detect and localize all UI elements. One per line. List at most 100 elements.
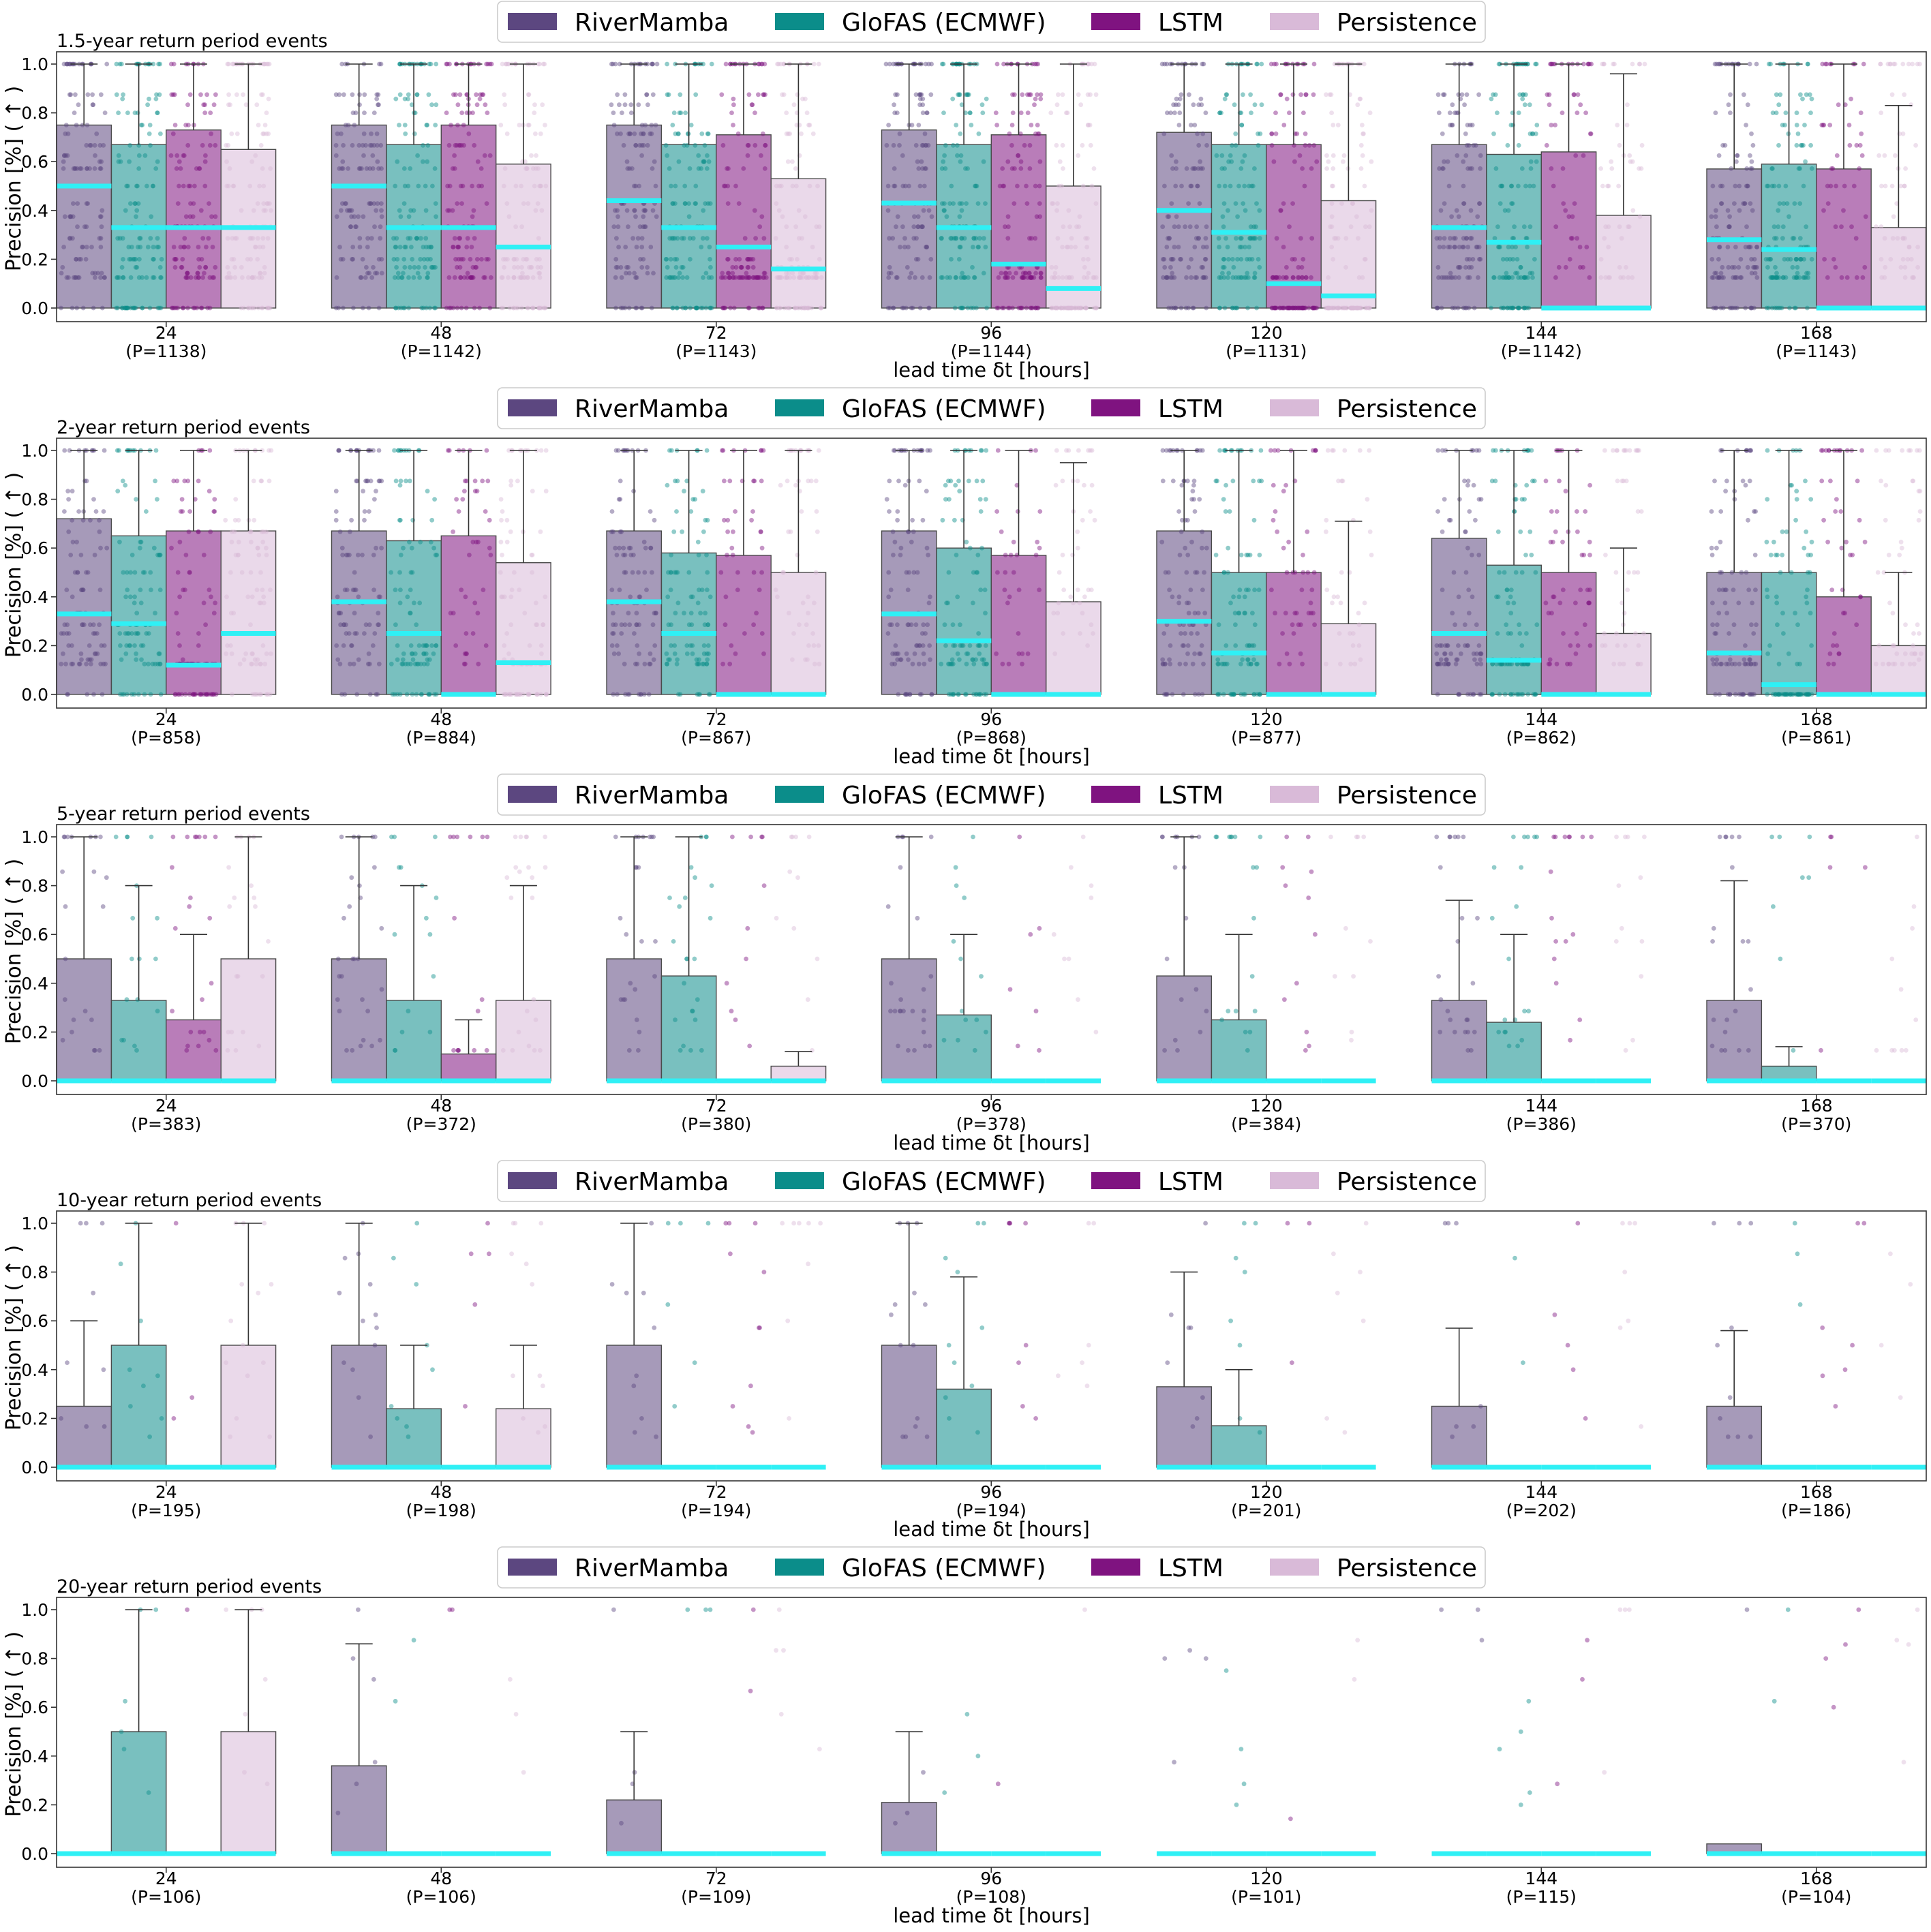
scatter-point	[261, 201, 267, 206]
scatter-point	[736, 201, 742, 206]
scatter-point	[196, 275, 201, 280]
scatter-point	[1251, 275, 1257, 280]
scatter-point	[1520, 96, 1525, 102]
scatter-point	[756, 92, 761, 97]
scatter-point	[1035, 131, 1041, 136]
scatter-point	[635, 643, 640, 648]
scatter-point	[909, 622, 914, 628]
scatter-point	[634, 611, 639, 616]
scatter-point	[1851, 183, 1857, 189]
scatter-point	[722, 305, 727, 311]
scatter-point	[1343, 264, 1348, 270]
scatter-point	[537, 183, 542, 189]
scatter-point	[185, 245, 191, 249]
scatter-point	[1022, 275, 1027, 280]
scatter-point	[959, 208, 964, 213]
scatter-point	[1828, 183, 1834, 189]
scatter-point	[1065, 110, 1070, 116]
scatter-point	[704, 587, 710, 592]
scatter-point	[1314, 159, 1320, 164]
scatter-point	[360, 257, 365, 262]
scatter-point	[911, 529, 916, 534]
scatter-point	[906, 529, 911, 534]
scatter-point	[633, 142, 638, 148]
scatter-point	[1066, 208, 1071, 213]
scatter-point	[101, 142, 106, 148]
scatter-point	[171, 61, 177, 67]
scatter-point	[1721, 305, 1726, 311]
scatter-point	[668, 257, 673, 262]
scatter-point	[362, 509, 367, 514]
scatter-point	[340, 166, 346, 171]
scatter-point	[750, 102, 755, 108]
scatter-point	[506, 61, 511, 67]
scatter-point	[1281, 201, 1286, 206]
scatter-point	[92, 166, 97, 171]
scatter-point	[376, 166, 381, 171]
scatter-point	[1054, 142, 1059, 148]
scatter-point	[784, 224, 789, 230]
scatter-point	[895, 92, 900, 97]
scatter-point	[1820, 61, 1825, 67]
scatter-point	[401, 166, 407, 171]
scatter-point	[1527, 102, 1532, 108]
scatter-point	[421, 142, 425, 148]
scatter-point	[472, 478, 478, 484]
scatter-point	[203, 264, 208, 270]
scatter-point	[65, 61, 70, 67]
scatter-point	[696, 553, 701, 557]
scatter-point	[962, 236, 967, 241]
scatter-point	[1794, 142, 1799, 148]
scatter-point	[370, 153, 376, 158]
bar-persistence	[496, 164, 551, 309]
scatter-point	[145, 102, 151, 108]
scatter-point	[267, 692, 273, 697]
scatter-point	[1496, 245, 1502, 249]
scatter-point	[447, 183, 453, 189]
scatter-point	[140, 123, 145, 127]
scatter-point	[1461, 159, 1466, 164]
scatter-point	[719, 92, 725, 97]
scatter-point	[488, 275, 493, 280]
scatter-point	[519, 264, 524, 270]
scatter-point	[1879, 224, 1884, 230]
scatter-point	[84, 201, 89, 206]
scatter-point	[91, 305, 96, 311]
scatter-point	[433, 264, 438, 270]
scatter-point	[609, 529, 614, 534]
scatter-point	[185, 271, 189, 276]
scatter-point	[67, 61, 72, 67]
scatter-point	[127, 142, 133, 148]
scatter-point	[151, 257, 156, 262]
scatter-point	[87, 166, 93, 171]
scatter-point	[615, 643, 620, 648]
scatter-point	[810, 631, 815, 636]
scatter-point	[763, 92, 767, 97]
scatter-point	[624, 264, 629, 270]
scatter-point	[778, 61, 783, 67]
scatter-point	[635, 236, 641, 241]
scatter-point	[417, 275, 422, 280]
scatter-point	[1770, 166, 1775, 171]
scatter-point	[672, 257, 678, 262]
scatter-point	[926, 600, 932, 606]
x-tick-label: 120	[1250, 323, 1283, 343]
scatter-point	[1024, 183, 1029, 189]
scatter-point	[226, 61, 231, 67]
scatter-point	[401, 305, 406, 311]
scatter-point	[1532, 257, 1537, 262]
scatter-point	[226, 92, 231, 97]
scatter-point	[1176, 245, 1181, 249]
scatter-point	[175, 201, 181, 206]
scatter-point	[1012, 166, 1017, 171]
scatter-point	[807, 123, 812, 127]
scatter-point	[941, 208, 947, 213]
scatter-point	[817, 257, 822, 262]
scatter-point	[1795, 131, 1801, 136]
scatter-point	[1222, 96, 1228, 102]
scatter-point	[804, 275, 809, 280]
scatter-point	[90, 271, 95, 276]
scatter-point	[892, 651, 898, 656]
scatter-point	[267, 305, 271, 311]
scatter-point	[703, 517, 708, 523]
